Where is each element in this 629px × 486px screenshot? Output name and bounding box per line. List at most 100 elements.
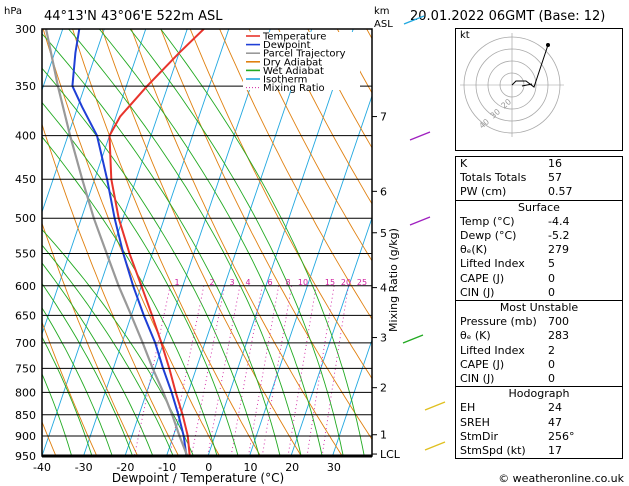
index-label: EH [460, 401, 476, 415]
index-value: 0 [548, 271, 555, 285]
mixing-ratio-line [207, 285, 241, 456]
mixing-ratio-label: 8 [285, 278, 290, 287]
dry-adiabat-line [42, 221, 139, 456]
legend-label: Dry Adiabat [263, 57, 322, 68]
index-row: CIN (J) 0 [456, 286, 622, 300]
dry-adiabat-line [72, 29, 261, 456]
dry-adiabat-line [101, 29, 302, 456]
dry-adiabat-line [160, 29, 372, 441]
index-value: 24 [548, 401, 562, 415]
index-label: StmSpd (kt) [460, 444, 526, 458]
km-label: km [374, 6, 390, 17]
index-row: SREH 47 [456, 416, 622, 430]
index-value: 5 [548, 257, 555, 271]
index-value: 283 [548, 329, 569, 343]
wet-adiabat-line [42, 306, 113, 456]
isotherm-line [332, 338, 372, 456]
km-tick-label: 1 [380, 429, 387, 442]
index-section: Surface Temp (°C) -4.4 Dewp (°C) -5.2 θₑ(K) 27… [456, 199, 622, 300]
indices-summary: K 16 Totals Totals 57 PW (cm) 0.57 [456, 157, 622, 200]
pressure-tick-label: 650 [15, 309, 36, 322]
pressure-tick-label: 350 [15, 80, 36, 93]
wet-adiabat-line [42, 33, 281, 456]
wet-adiabat-line [129, 29, 344, 456]
dry-adiabat-line [219, 29, 372, 321]
index-value: 47 [548, 415, 562, 429]
legend-label: Mixing Ratio [263, 83, 325, 94]
series-line-parcel-trajectory [45, 29, 189, 456]
legend-label: Isotherm [263, 75, 307, 86]
mixing-ratio-label: 15 [325, 278, 335, 287]
mixing-ratio-axis-title: Mixing Ratio (g/kg) [387, 228, 400, 332]
mixing-ratio-label: 1 [174, 278, 179, 287]
storm-motion-arrow [521, 83, 533, 87]
wind-barb-icon [409, 131, 431, 141]
x-tick-label: -40 [33, 461, 51, 474]
index-label: Dewp (°C) [460, 229, 517, 243]
index-value: 0 [548, 357, 555, 371]
hodograph-ring-label: 40 [478, 117, 492, 130]
isotherm-line [124, 29, 271, 456]
index-value: 16 [548, 157, 562, 170]
km-tick-label: 3 [380, 332, 387, 345]
mixing-ratio-line [306, 285, 335, 456]
index-section: Most Unstable Pressure (mb) 700 θₑ (K) 283 Li… [456, 300, 622, 386]
mixing-ratio-label: 4 [245, 278, 250, 287]
x-axis-title: Dewpoint / Temperature (°C) [112, 471, 284, 485]
pressure-tick-label: 900 [15, 430, 36, 443]
section-title: Surface [518, 200, 560, 214]
wet-adiabat-line [160, 29, 365, 456]
dry-adiabat-line [278, 29, 372, 205]
x-tick-label: -30 [75, 461, 93, 474]
hodograph-ring-label: 30 [489, 107, 503, 120]
wet-adiabat-line [42, 67, 260, 456]
pressure-tick-label: 800 [15, 386, 36, 399]
legend-label: Dewpoint [263, 40, 311, 51]
x-tick-label: 30 [327, 461, 341, 474]
index-row: K 16 [456, 157, 622, 171]
dry-adiabat-line [42, 122, 180, 456]
series-line-dewpoint [71, 29, 188, 456]
index-label: K [460, 157, 468, 170]
index-label: CAPE (J) [460, 271, 505, 285]
index-value: 2 [548, 343, 555, 357]
index-label: CIN (J) [460, 285, 495, 299]
index-row: EH 24 [456, 401, 622, 415]
index-row: PW (cm) 0.57 [456, 185, 622, 199]
pressure-tick-label: 850 [15, 409, 36, 422]
pressure-tick-label: 750 [15, 362, 36, 375]
x-tick-label: -10 [158, 461, 176, 474]
dry-adiabat-line [42, 320, 98, 456]
x-tick-label: 10 [244, 461, 258, 474]
index-value: -5.2 [548, 229, 570, 243]
isotherm-line [290, 216, 372, 456]
km-tick-label: LCL [380, 448, 401, 461]
mixing-ratio-label: 2 [209, 278, 214, 287]
isotherm-line [207, 29, 354, 456]
wind-barb-icon [424, 401, 446, 411]
dry-adiabat-line [0, 29, 15, 456]
index-row: Pressure (mb) 700 [456, 315, 622, 329]
indices-table: K 16 Totals Totals 57 PW (cm) 0.57 Surface Tem… [455, 156, 623, 460]
wet-adiabat-line [42, 244, 174, 456]
wet-adiabat-line [98, 29, 323, 456]
km-tick-label: 4 [380, 282, 387, 295]
hodograph-end-point [546, 43, 550, 47]
plot-area [0, 29, 372, 456]
mixing-ratio-label: 6 [267, 278, 272, 287]
index-row: CIN (J) 0 [456, 372, 622, 386]
index-value: 256° [548, 429, 575, 443]
mixing-ratio-line [133, 285, 171, 456]
index-label: CIN (J) [460, 372, 495, 386]
index-label: θₑ(K) [460, 243, 488, 257]
watermark-text: © weatheronline.co.uk [498, 472, 624, 485]
index-value: 279 [548, 243, 569, 257]
index-row: Temp (°C) -4.4 [456, 215, 622, 229]
km-tick-label: 6 [380, 185, 387, 198]
index-label: θₑ (K) [460, 329, 491, 343]
wet-adiabat-line [42, 101, 239, 456]
index-row: StmSpd (kt) 17 [456, 444, 622, 458]
mixing-ratio-label: 10 [298, 278, 308, 287]
